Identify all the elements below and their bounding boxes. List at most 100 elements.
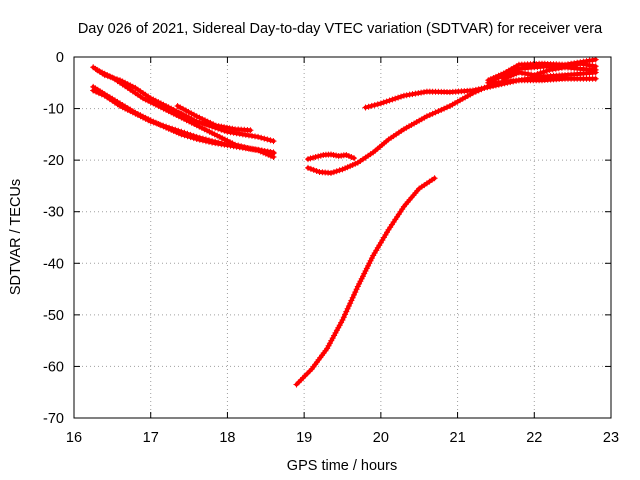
y-tick-label: -60 <box>43 359 64 375</box>
data-point-marker <box>366 260 373 267</box>
chart-title: Day 026 of 2021, Sidereal Day-to-day VTE… <box>78 21 603 37</box>
data-point-marker <box>196 136 203 143</box>
data-point-marker <box>583 61 590 68</box>
data-point-marker <box>178 131 185 138</box>
series-track-9 <box>362 75 599 111</box>
data-point-marker <box>307 165 314 172</box>
data-point-marker <box>423 113 430 120</box>
data-point-marker <box>188 110 195 117</box>
data-point-marker <box>343 308 350 315</box>
data-point-marker <box>210 121 217 128</box>
data-point-marker <box>207 119 214 126</box>
data-point-marker <box>462 94 469 101</box>
data-point-marker <box>368 102 375 109</box>
data-point-marker <box>441 105 448 112</box>
data-point-marker <box>487 76 494 83</box>
data-point-marker <box>386 97 393 104</box>
data-point-marker <box>215 140 222 147</box>
y-tick-label: -70 <box>43 411 64 427</box>
data-point-marker <box>267 137 274 144</box>
data-point-marker <box>534 71 541 77</box>
data-point-marker <box>326 340 333 347</box>
data-point-marker <box>513 77 520 84</box>
y-tick-label: -40 <box>43 256 64 272</box>
data-point-marker <box>202 138 209 145</box>
data-point-marker <box>267 152 274 159</box>
data-point-marker <box>344 164 351 171</box>
data-point-marker <box>199 137 206 144</box>
data-point-marker <box>187 134 194 141</box>
data-point-marker <box>540 69 547 75</box>
data-point-marker <box>475 86 482 93</box>
data-point-marker <box>328 170 334 176</box>
data-point-marker <box>354 283 361 290</box>
data-point-marker <box>170 110 177 117</box>
data-point-marker <box>264 136 271 143</box>
data-point-marker <box>478 85 485 92</box>
y-axis-label: SDTVAR / TECUs <box>8 179 24 295</box>
series-track-12 <box>500 60 599 82</box>
y-tick-label: -20 <box>43 153 64 169</box>
data-point-marker <box>196 114 203 121</box>
data-point-marker <box>444 104 450 111</box>
data-point-marker <box>429 110 436 117</box>
data-point-marker <box>331 332 338 339</box>
data-point-marker <box>270 154 277 160</box>
data-point-marker <box>339 166 346 173</box>
data-point-marker <box>592 63 599 70</box>
data-point-marker <box>338 319 345 326</box>
data-point-marker <box>175 130 182 137</box>
data-point-marker <box>343 152 350 158</box>
data-point-marker <box>435 108 442 115</box>
data-point-marker <box>347 300 354 307</box>
data-point-marker <box>99 69 106 76</box>
data-point-marker <box>339 317 346 323</box>
data-point-marker <box>504 79 511 86</box>
data-point-marker <box>183 117 190 124</box>
data-point-marker <box>106 73 113 80</box>
x-tick-label: 19 <box>296 430 312 446</box>
data-point-marker <box>204 118 211 125</box>
data-point-marker <box>377 100 384 107</box>
data-point-marker <box>403 92 410 99</box>
data-point-marker <box>325 342 332 349</box>
data-point-marker <box>348 154 355 160</box>
data-point-marker <box>211 131 218 138</box>
data-point-marker <box>356 280 363 287</box>
data-point-marker <box>505 73 512 80</box>
data-point-marker <box>421 114 428 121</box>
data-point-marker <box>360 273 366 280</box>
data-point-marker <box>255 147 262 154</box>
data-point-marker <box>498 81 505 88</box>
series-trace <box>294 176 437 387</box>
x-tick-label: 17 <box>143 430 159 446</box>
data-point-marker <box>389 96 396 103</box>
data-point-marker <box>348 297 355 304</box>
data-point-marker <box>165 125 172 132</box>
data-point-marker <box>94 66 100 73</box>
data-point-marker <box>335 324 342 331</box>
data-point-marker <box>236 130 243 137</box>
data-point-marker <box>170 128 177 134</box>
data-point-marker <box>416 117 423 124</box>
data-point-marker <box>500 75 507 82</box>
data-point-marker <box>510 71 517 78</box>
data-point-marker <box>305 164 311 171</box>
data-point-marker <box>481 84 488 91</box>
data-point-marker <box>175 113 182 120</box>
data-point-marker <box>408 121 415 128</box>
data-point-marker <box>152 119 159 126</box>
data-point-marker <box>568 62 575 69</box>
data-point-marker <box>365 103 372 110</box>
data-point-marker <box>147 117 154 124</box>
x-tick-label: 16 <box>66 430 82 446</box>
data-point-marker <box>446 103 453 109</box>
data-point-marker <box>324 345 331 352</box>
x-tick-label: 23 <box>603 430 619 446</box>
data-point-marker <box>362 268 369 274</box>
data-point-marker <box>258 134 265 141</box>
data-point-marker <box>188 119 195 126</box>
data-point-marker <box>152 101 159 108</box>
data-point-marker <box>351 155 357 162</box>
data-point-marker <box>315 153 322 160</box>
